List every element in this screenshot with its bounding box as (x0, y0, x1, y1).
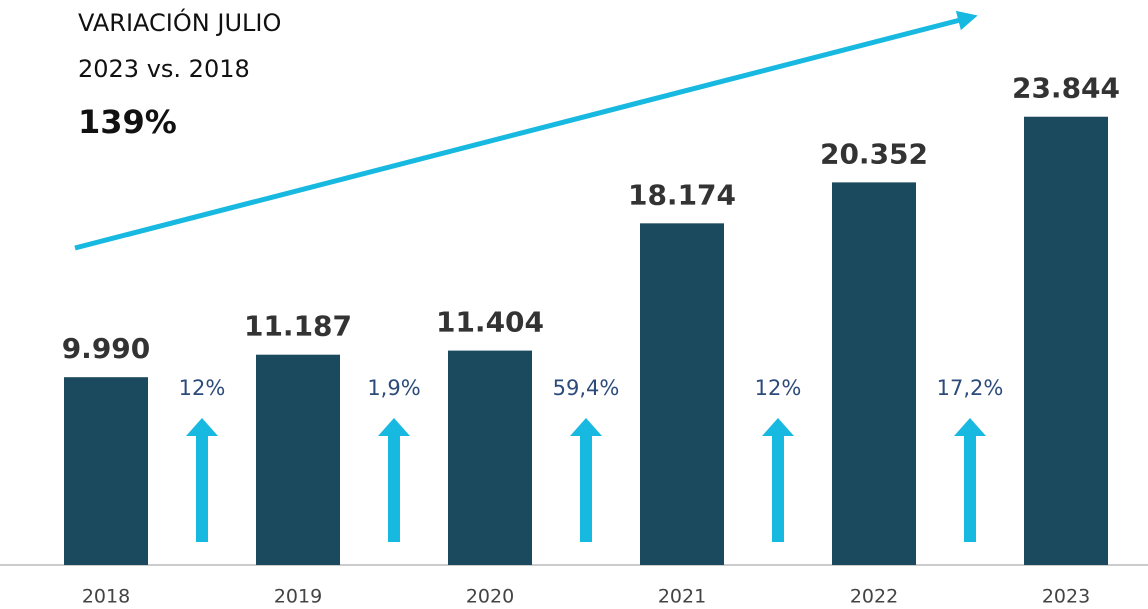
bar (832, 182, 916, 566)
x-tick-label: 2018 (82, 586, 130, 608)
bar (1024, 116, 1108, 566)
x-tick-label: 2023 (1042, 586, 1090, 608)
chart-subtitle: 2023 vs. 2018 (78, 55, 250, 83)
value-label: 23.844 (1012, 72, 1120, 105)
growth-arrow-head (954, 418, 986, 436)
growth-arrow-head (762, 418, 794, 436)
growth-arrow-head (570, 418, 602, 436)
bar (256, 354, 340, 565)
growth-label: 17,2% (937, 376, 1004, 400)
headline: 139% (78, 103, 177, 141)
trend-arrow (74, 10, 978, 251)
growth-label: 1,9% (367, 376, 420, 400)
growth-label: 59,4% (553, 376, 620, 400)
x-tick-label: 2019 (274, 586, 322, 608)
value-label: 9.990 (62, 332, 151, 365)
x-tick-label: 2021 (658, 586, 706, 608)
value-label: 11.404 (436, 306, 544, 339)
growth-arrow-head (186, 418, 218, 436)
bar (640, 223, 724, 565)
value-label: 18.174 (628, 178, 736, 211)
x-tick-label: 2020 (466, 586, 514, 608)
growth-label: 12% (179, 376, 226, 400)
value-label: 20.352 (820, 137, 928, 170)
growth-arrow-head (378, 418, 410, 436)
x-tick-label: 2022 (850, 586, 898, 608)
growth-label: 12% (755, 376, 802, 400)
bar (448, 350, 532, 565)
value-label: 11.187 (244, 310, 352, 343)
bar (64, 377, 148, 565)
chart-title: VARIACIÓN JULIO (78, 7, 281, 37)
